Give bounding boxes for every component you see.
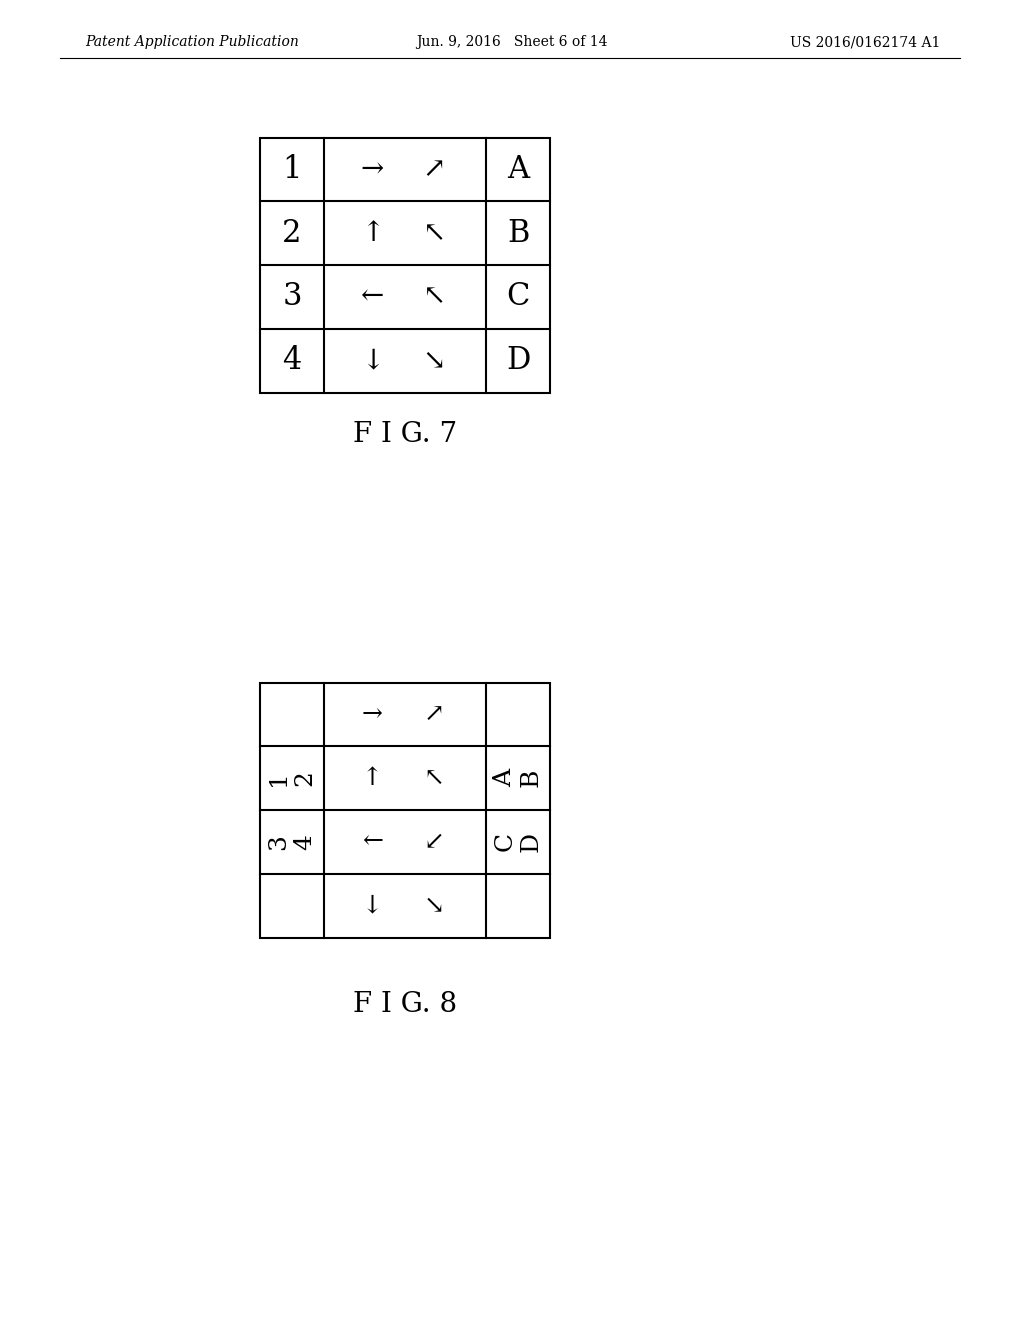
- Text: A
B: A B: [494, 770, 543, 787]
- Text: →: →: [360, 156, 384, 183]
- Text: ↖: ↖: [424, 767, 444, 789]
- Text: US 2016/0162174 A1: US 2016/0162174 A1: [790, 36, 940, 49]
- Text: F I G. 8: F I G. 8: [353, 991, 457, 1019]
- Text: C
D: C D: [494, 832, 543, 851]
- Text: ↘: ↘: [423, 347, 445, 374]
- Text: 4: 4: [283, 345, 301, 376]
- Text: ↗: ↗: [423, 156, 445, 183]
- Text: ↓: ↓: [360, 347, 384, 374]
- Text: Jun. 9, 2016   Sheet 6 of 14: Jun. 9, 2016 Sheet 6 of 14: [416, 36, 608, 49]
- Text: B: B: [507, 218, 529, 248]
- Text: ←: ←: [362, 830, 383, 853]
- Text: 1
2: 1 2: [267, 770, 316, 787]
- Text: 3
4: 3 4: [267, 834, 316, 850]
- Bar: [260, 137, 550, 392]
- Text: D: D: [506, 345, 530, 376]
- Text: ↘: ↘: [424, 894, 444, 917]
- Text: ↗: ↗: [424, 702, 444, 726]
- Text: C: C: [507, 281, 529, 313]
- Text: →: →: [362, 702, 383, 726]
- Text: ↙: ↙: [424, 830, 444, 853]
- Text: 2: 2: [283, 218, 302, 248]
- Text: A: A: [507, 154, 529, 185]
- Text: ↑: ↑: [360, 219, 384, 247]
- Text: Patent Application Publication: Patent Application Publication: [85, 36, 299, 49]
- Text: ↖: ↖: [423, 284, 445, 310]
- Text: 1: 1: [283, 154, 302, 185]
- Text: ↑: ↑: [362, 767, 383, 789]
- Bar: [260, 682, 550, 937]
- Text: F I G. 7: F I G. 7: [353, 421, 457, 449]
- Text: 3: 3: [283, 281, 302, 313]
- Text: ↖: ↖: [423, 219, 445, 247]
- Text: ↓: ↓: [362, 894, 383, 917]
- Text: ←: ←: [360, 284, 384, 310]
